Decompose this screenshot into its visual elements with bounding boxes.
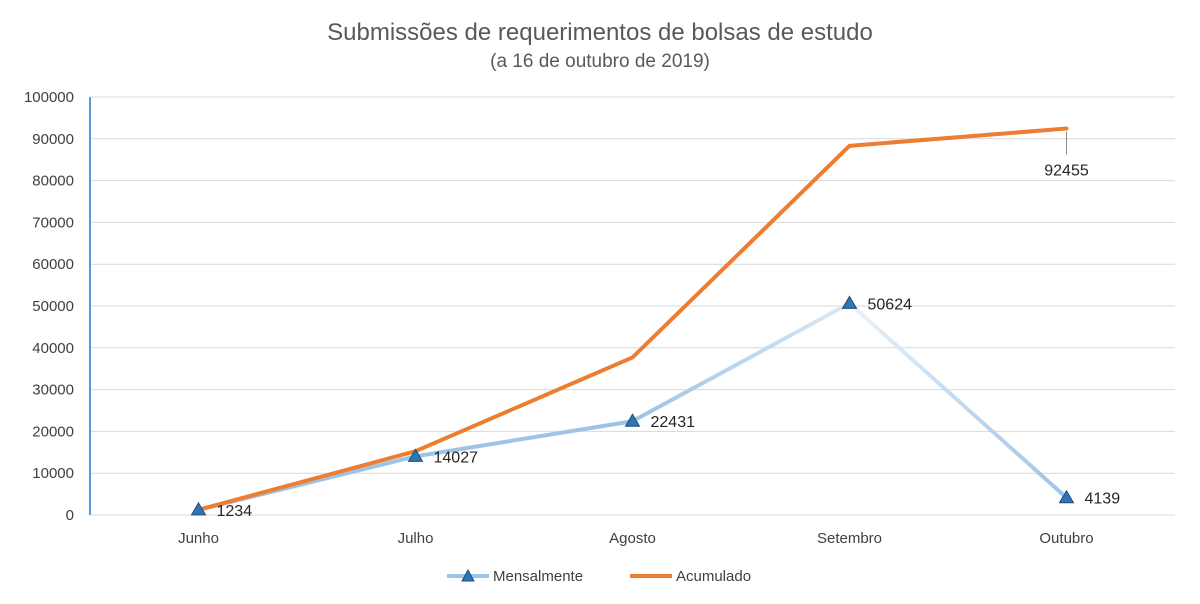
x-tick-label: Junho bbox=[178, 530, 219, 547]
legend: Mensalmente Acumulado bbox=[447, 568, 751, 585]
legend-mensalmente-label: Mensalmente bbox=[493, 568, 583, 585]
y-tick-label: 0 bbox=[66, 507, 74, 524]
data-label-mensalmente: 14027 bbox=[434, 449, 479, 466]
chart-subtitle: (a 16 de outubro de 2019) bbox=[490, 51, 710, 72]
legend-mensalmente-marker bbox=[461, 568, 475, 582]
series-mensalmente-marker bbox=[190, 501, 207, 516]
y-tick-label: 40000 bbox=[32, 340, 74, 357]
series-mensalmente-segment bbox=[630, 301, 852, 424]
y-tick-label: 90000 bbox=[32, 131, 74, 148]
data-label-acumulado: 92455 bbox=[1044, 163, 1089, 180]
chart-title: Submissões de requerimentos de bolsas de… bbox=[327, 19, 873, 46]
data-label-mensalmente: 22431 bbox=[651, 414, 696, 431]
x-tick-label: Agosto bbox=[609, 530, 656, 547]
x-tick-label: Julho bbox=[398, 530, 434, 547]
data-label-mensalmente: 4139 bbox=[1085, 491, 1121, 508]
y-tick-label: 100000 bbox=[24, 89, 74, 106]
y-tick-label: 20000 bbox=[32, 423, 74, 440]
y-tick-label: 50000 bbox=[32, 298, 74, 315]
y-tick-label: 70000 bbox=[32, 214, 74, 231]
y-tick-label: 10000 bbox=[32, 465, 74, 482]
x-tick-label: Setembro bbox=[817, 530, 882, 547]
legend-acumulado-label: Acumulado bbox=[676, 568, 751, 585]
data-label-mensalmente: 50624 bbox=[868, 296, 913, 313]
series-lines bbox=[196, 126, 1069, 512]
data-labels: 1234 14027 22431 50624 4139 92455 bbox=[217, 131, 1121, 520]
series-mensalmente-marker bbox=[1058, 489, 1075, 504]
data-label-mensalmente: 1234 bbox=[217, 503, 253, 520]
y-axis: 0 10000 20000 30000 40000 50000 60000 70000 8000… bbox=[24, 89, 91, 524]
y-tick-label: 60000 bbox=[32, 256, 74, 273]
series-mensalmente-segment bbox=[413, 419, 635, 459]
series-mensalmente-segment bbox=[847, 301, 1069, 500]
x-tick-label: Outubro bbox=[1039, 530, 1093, 547]
gridlines bbox=[90, 96, 1175, 516]
series-markers bbox=[190, 295, 1075, 516]
x-axis: Junho Julho Agosto Setembro Outubro bbox=[178, 530, 1094, 547]
series-acumulado-line bbox=[196, 126, 1069, 512]
series-mensalmente-marker bbox=[407, 448, 424, 462]
series-mensalmente-marker bbox=[624, 413, 641, 427]
series-mensalmente-marker bbox=[841, 295, 858, 309]
y-tick-label: 80000 bbox=[32, 173, 74, 190]
y-tick-label: 30000 bbox=[32, 382, 74, 399]
